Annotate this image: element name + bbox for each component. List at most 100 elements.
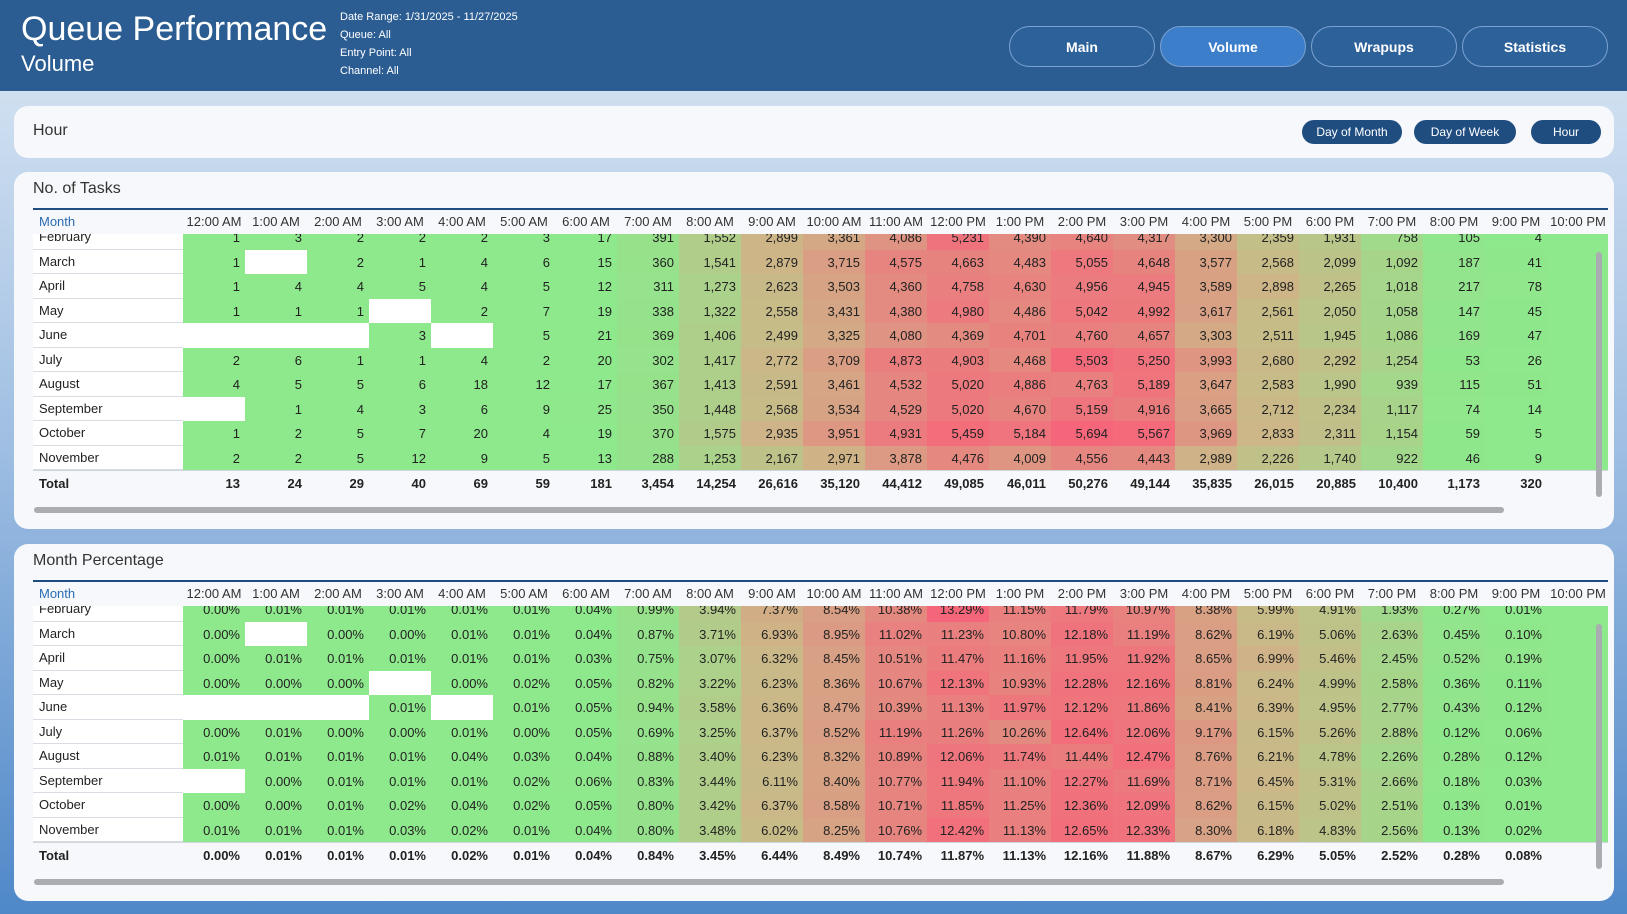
heat-cell: 4 (307, 396, 369, 421)
table-header: Month 12:00 AM 1:00 AM 2:00 AM 3:00 AM 4:00 A… (33, 210, 1608, 234)
heat-cell: 1 (183, 234, 245, 250)
nav-button[interactable]: Statistics (1462, 26, 1608, 67)
heat-cell: 1,931 (1299, 234, 1361, 250)
heat-cell: 6.23% (741, 744, 803, 769)
heat-cell: 5.02% (1299, 793, 1361, 818)
total-cell: 14,254 (696, 476, 736, 491)
month-label: February (33, 606, 183, 622)
table-total: Total 0.00% 0.01% 0.01% 0.01% 0.02% 0.01% 0.04%… (33, 842, 1608, 869)
column-header: 7:00 AM (624, 214, 672, 229)
heat-cell: 11.16% (989, 646, 1051, 671)
month-label: September (33, 768, 183, 793)
heat-cell: 2,234 (1299, 396, 1361, 421)
heat-cell: 12.09% (1113, 793, 1175, 818)
total-cell: 69 (473, 476, 488, 491)
heat-cell: 0.36% (1423, 670, 1485, 695)
column-header: 5:00 AM (500, 586, 548, 601)
heat-cell: 3,503 (803, 274, 865, 299)
header: Queue Performance Volume Date Range: 1/3… (0, 0, 1627, 91)
total-cell: 11.88% (1126, 848, 1170, 863)
column-header: 12:00 AM (186, 214, 242, 229)
heat-cell: 4.95% (1299, 695, 1361, 720)
heat-cell: 4,903 (927, 347, 989, 372)
heat-cell: 0.03% (555, 646, 617, 671)
heat-cell: 8.38% (1175, 606, 1237, 622)
empty-cell (183, 695, 245, 720)
heat-cell: 20 (431, 421, 493, 446)
table-body: February 0.00% 0.01% 0.01% 0.01% 0.01% 0.01% 0.… (33, 606, 1608, 842)
heat-cell: 0.01% (245, 744, 307, 769)
column-header: 3:00 AM (376, 214, 424, 229)
table-title: No. of Tasks (33, 180, 121, 197)
total-cell: 24 (287, 476, 302, 491)
heat-cell: 0.06% (1485, 719, 1547, 744)
heat-cell: 5,503 (1051, 347, 1113, 372)
heat-cell: 15 (555, 249, 617, 274)
heat-cell: 8.30% (1175, 817, 1237, 842)
heat-cell: 4,657 (1113, 323, 1175, 348)
view-button[interactable]: Hour (1531, 120, 1601, 144)
heat-cell: 3 (245, 234, 307, 250)
heat-cell: 0.00% (307, 719, 369, 744)
h-scrollbar (34, 879, 1504, 885)
heat-cell: 4,670 (989, 396, 1051, 421)
column-header: 8:00 AM (686, 586, 734, 601)
total-cell: 320 (1520, 476, 1542, 491)
view-button[interactable]: Day of Week (1414, 120, 1516, 144)
heat-cell: 12.36% (1051, 793, 1113, 818)
heat-cell: 4 (431, 249, 493, 274)
heat-cell: 0.00% (183, 621, 245, 646)
column-header: 12:00 PM (930, 586, 986, 601)
heat-cell: 4,556 (1051, 445, 1113, 470)
nav-button[interactable]: Main (1009, 26, 1155, 67)
heat-cell: 0.03% (369, 817, 431, 842)
heat-cell: 4,980 (927, 298, 989, 323)
section-title: Hour (33, 122, 68, 139)
heat-cell: 4 (431, 274, 493, 299)
table-card: Month Percentage Month 12:00 AM 1:00 AM 2:00… (14, 544, 1614, 901)
heat-cell: 0.82% (617, 670, 679, 695)
empty-cell (369, 670, 431, 695)
header-rule (33, 208, 1608, 210)
heat-cell: 6.37% (741, 793, 803, 818)
heat-cell: 0.69% (617, 719, 679, 744)
heat-cell: 391 (617, 234, 679, 250)
heat-cell: 1,253 (679, 445, 741, 470)
nav-button[interactable]: Volume (1160, 26, 1306, 67)
heat-cell: 5,042 (1051, 298, 1113, 323)
heat-cell: 5,694 (1051, 421, 1113, 446)
heat-cell: 0.01% (307, 817, 369, 842)
heat-cell: 0.05% (555, 793, 617, 818)
heat-cell: 2 (245, 445, 307, 470)
total-cell: 0.01% (513, 848, 550, 863)
heat-cell: 3 (369, 323, 431, 348)
heat-cell: 0.01% (307, 793, 369, 818)
heat-cell: 1,406 (679, 323, 741, 348)
heat-cell: 12.42% (927, 817, 989, 842)
month-label: May (33, 670, 183, 695)
heat-cell: 1,117 (1361, 396, 1423, 421)
heat-cell: 3,300 (1175, 234, 1237, 250)
total-cell: 12.16% (1063, 848, 1108, 863)
column-header: 4:00 AM (438, 586, 486, 601)
heat-cell: 0.94% (617, 695, 679, 720)
heat-cell: 0.00% (307, 670, 369, 695)
heat-cell: 53 (1423, 347, 1485, 372)
heat-cell: 6.21% (1237, 744, 1299, 769)
column-header: 1:00 PM (995, 214, 1045, 229)
empty-cell (183, 396, 245, 421)
heat-cell: 2.45% (1361, 646, 1423, 671)
heat-cell: 2.58% (1361, 670, 1423, 695)
heat-cell: 1 (245, 396, 307, 421)
heat-cell: 288 (617, 445, 679, 470)
heat-cell: 0.01% (431, 768, 493, 793)
month-label: November (33, 817, 183, 842)
heat-cell: 6.36% (741, 695, 803, 720)
heat-cell: 5,189 (1113, 372, 1175, 397)
heat-cell: 0.02% (493, 793, 555, 818)
heat-cell: 0.01% (245, 606, 307, 622)
view-button[interactable]: Day of Month (1302, 120, 1402, 144)
heat-cell: 0.00% (183, 606, 245, 622)
nav-button[interactable]: Wrapups (1311, 26, 1457, 67)
heat-cell: 4,360 (865, 274, 927, 299)
